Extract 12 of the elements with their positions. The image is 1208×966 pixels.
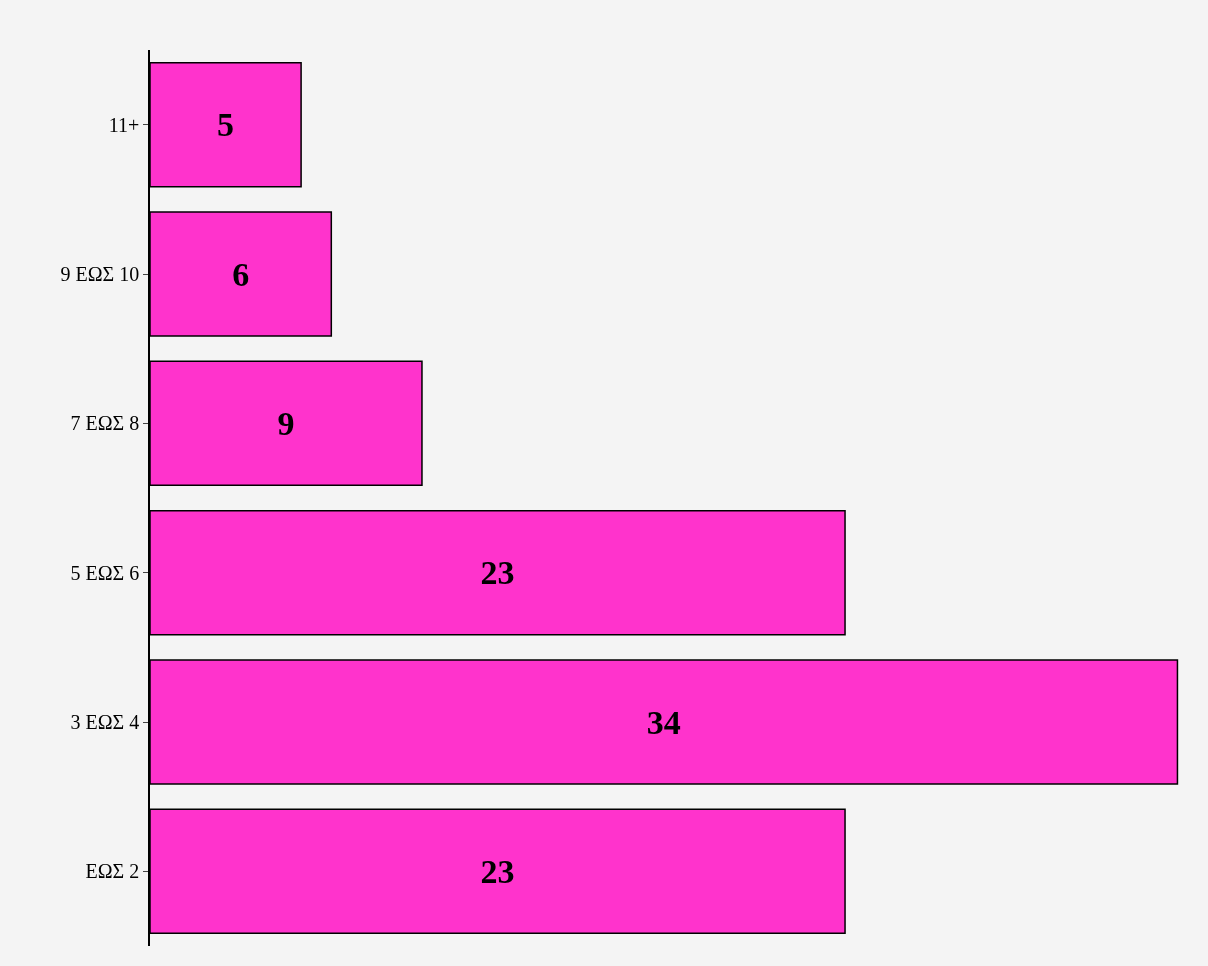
data-label: 34 [646,703,681,741]
y-tick-label: 3 ΕΩΣ 4 [70,711,140,733]
data-label: 23 [480,554,515,592]
data-label: 23 [480,852,515,890]
y-tick-label: 7 ΕΩΣ 8 [70,412,140,435]
data-label: 5 [217,106,235,144]
y-tick-label: ΕΩΣ 2 [85,860,140,883]
y-tick-label: 5 ΕΩΣ 6 [70,561,140,584]
y-tick-label: 11+ [108,113,140,136]
data-label: 6 [232,255,250,293]
y-tick-label: 9 ΕΩΣ 10 [60,263,140,285]
data-label: 9 [277,404,295,442]
